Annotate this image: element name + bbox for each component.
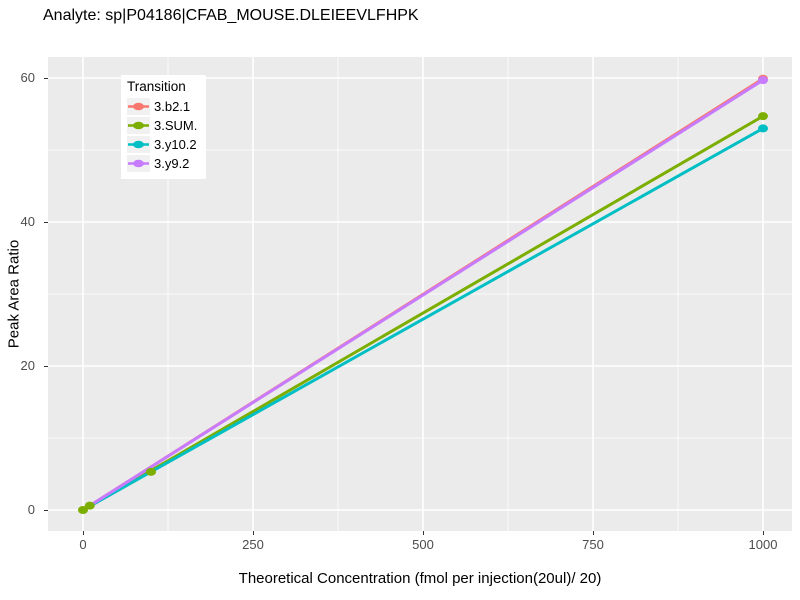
legend-key-icon xyxy=(127,155,150,172)
y-tick-label: 40 xyxy=(20,214,35,229)
x-tick-mark xyxy=(82,531,84,535)
legend-item-3.b2.1: 3.b2.1 xyxy=(127,97,197,116)
chart-canvas xyxy=(48,57,792,531)
series-line-3.y9.2 xyxy=(81,78,765,512)
x-tick-mark xyxy=(762,531,764,535)
x-tick-mark xyxy=(422,531,424,535)
data-point-3.SUM. xyxy=(84,501,95,510)
legend-title: Transition xyxy=(127,79,186,94)
x-tick-mark xyxy=(252,531,254,535)
legend-label: 3.y10.2 xyxy=(154,137,197,152)
legend-key-icon xyxy=(127,117,150,134)
y-tick-label: 0 xyxy=(27,502,35,517)
data-point-3.y10.2 xyxy=(758,124,768,133)
data-point-3.SUM. xyxy=(146,467,156,476)
x-axis-title: Theoretical Concentration (fmol per inje… xyxy=(238,570,602,587)
legend-rows: 3.b2.1 3.SUM. 3.y10.2 3.y9.2 xyxy=(127,97,197,173)
x-tick-label: 250 xyxy=(242,537,264,552)
y-tick-label: 20 xyxy=(20,358,35,373)
data-point-3.SUM. xyxy=(78,506,88,514)
x-tick-label: 500 xyxy=(412,537,434,552)
y-tick-label: 60 xyxy=(20,70,35,85)
legend-label: 3.b2.1 xyxy=(154,99,191,114)
legend-key-icon xyxy=(127,136,150,153)
legend-label: 3.y9.2 xyxy=(154,156,190,171)
legend: Transition 3.b2.1 3.SUM. 3.y10.2 3.y9.2 xyxy=(121,75,207,179)
series-line-3.y10.2 xyxy=(81,126,765,512)
legend-item-3.SUM.: 3.SUM. xyxy=(127,116,197,135)
data-point-3.SUM. xyxy=(758,112,768,121)
legend-item-3.y9.2: 3.y9.2 xyxy=(127,154,197,173)
x-tick-label: 0 xyxy=(79,537,87,552)
x-tick-label: 1000 xyxy=(748,537,778,552)
legend-label: 3.SUM. xyxy=(154,118,198,133)
x-tick-label: 750 xyxy=(582,537,604,552)
x-tick-mark xyxy=(592,531,594,535)
plot-title: Analyte: sp|P04186|CFAB_MOUSE.DLEIEEVLFH… xyxy=(43,7,419,24)
y-tick-mark xyxy=(44,77,48,79)
data-point-3.y9.2 xyxy=(758,76,768,85)
legend-key-icon xyxy=(127,98,150,115)
y-tick-mark xyxy=(44,365,48,367)
legend-item-3.y10.2: 3.y10.2 xyxy=(127,135,197,154)
y-axis-title: Peak Area Ratio xyxy=(5,239,23,349)
y-tick-mark xyxy=(44,509,48,511)
series-line-3.SUM. xyxy=(81,114,765,512)
y-tick-mark xyxy=(44,221,48,223)
